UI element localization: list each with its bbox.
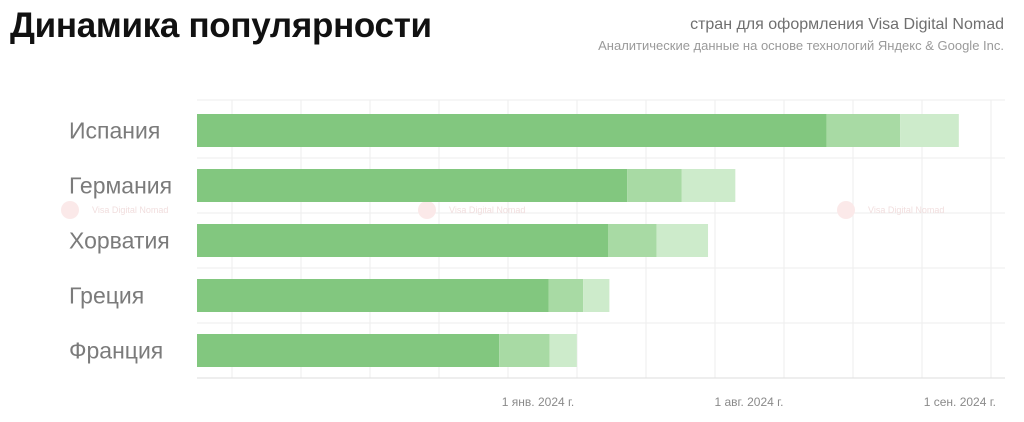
chart-subtitle: стран для оформления Visa Digital Nomad [690, 16, 1004, 33]
bar-segment [197, 169, 628, 202]
bar-segment [197, 224, 609, 257]
watermark-text: Visa Digital Nomad [449, 205, 525, 215]
bar-segment [499, 334, 550, 367]
category-label: Хорватия [69, 228, 170, 254]
chart-title: Динамика популярности [10, 6, 432, 45]
data-source-note: Аналитические данные на основе технологи… [598, 38, 1004, 53]
bar-segment [197, 279, 549, 312]
x-tick-label: 1 сен. 2024 г. [924, 395, 996, 409]
watermark-text: Visa Digital Nomad [92, 205, 168, 215]
bar-segment [900, 114, 959, 147]
bar-segment [197, 334, 500, 367]
watermark-logo-icon [837, 201, 855, 219]
category-label: Франция [69, 338, 163, 364]
bar-segment [548, 279, 584, 312]
category-label: Греция [69, 283, 144, 309]
bar-segment [826, 114, 901, 147]
bar-segment [197, 114, 827, 147]
x-tick-label: 1 янв. 2024 г. [502, 395, 574, 409]
bar-segment [608, 224, 657, 257]
watermark-logo-icon [61, 201, 79, 219]
bar-segment [583, 279, 610, 312]
bar-segment [627, 169, 682, 202]
watermark-logo-icon [418, 201, 436, 219]
bar-segment [681, 169, 736, 202]
watermark-text: Visa Digital Nomad [868, 205, 944, 215]
subtitle-block: стран для оформления Visa Digital Nomad … [598, 14, 1004, 56]
x-tick-label: 1 авг. 2024 г. [714, 395, 783, 409]
bar-segment [656, 224, 709, 257]
category-label: Испания [69, 118, 160, 144]
category-label: Германия [69, 173, 172, 199]
bar-segment [549, 334, 577, 367]
